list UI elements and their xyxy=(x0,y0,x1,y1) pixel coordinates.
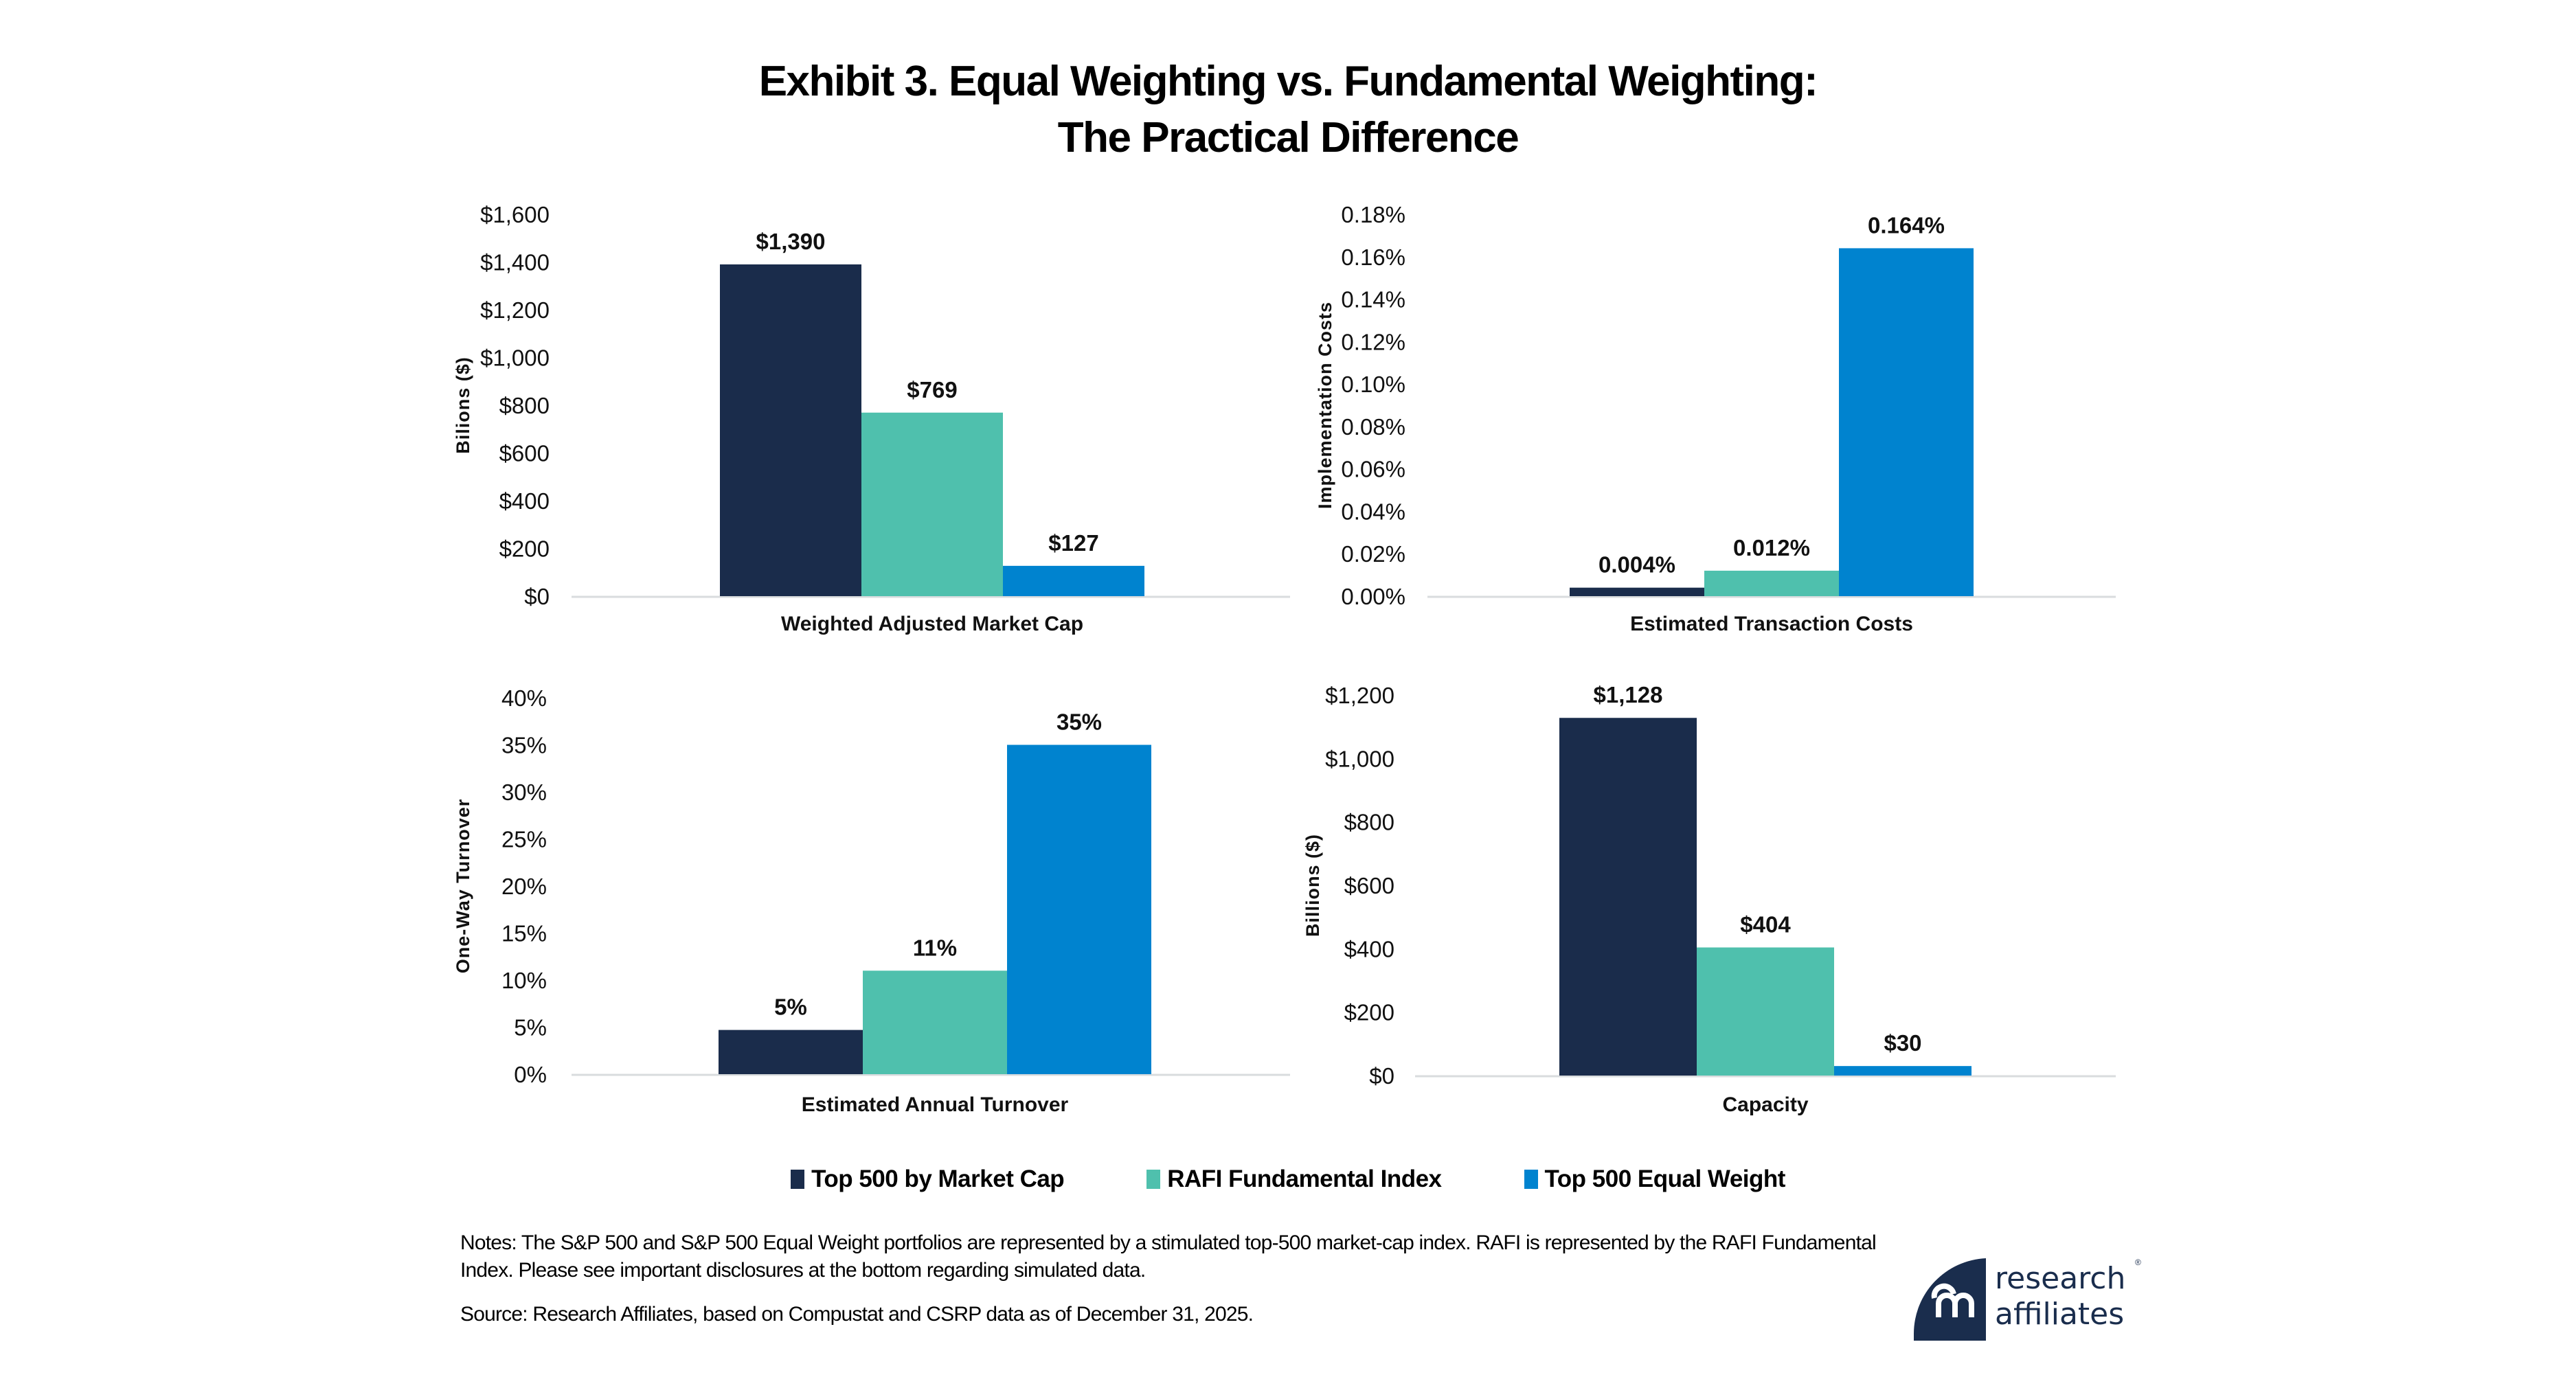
y-tick-label: 0.16% xyxy=(1341,245,1405,270)
y-axis-title: Bilions ($) xyxy=(453,356,473,454)
chart-title-line-1: Exhibit 3. Equal Weighting vs. Fundament… xyxy=(758,58,1818,105)
y-tick-label: 10% xyxy=(501,968,547,993)
bar-top-500-by-market-cap xyxy=(720,264,861,596)
footer-text: Notes: The S&P 500 and S&P 500 Equal Wei… xyxy=(460,1229,1889,1328)
y-tick-label: 0.06% xyxy=(1341,457,1405,482)
data-label-top-500-equal-weight: $127 xyxy=(1048,530,1098,556)
legend-item-equal-weight: Top 500 Equal Weight xyxy=(1524,1166,1785,1193)
y-tick-label: 0.02% xyxy=(1341,541,1405,567)
data-label-top-500-by-market-cap: 5% xyxy=(774,995,807,1020)
x-category-label: Capacity xyxy=(1722,1093,1808,1116)
y-tick-label: 5% xyxy=(514,1015,547,1041)
bar-top-500-by-market-cap xyxy=(1570,587,1704,596)
legend-label-market-cap: Top 500 by Market Cap xyxy=(811,1166,1065,1192)
data-label-rafi-fundamental-index: 0.012% xyxy=(1733,535,1810,560)
y-tick-label: 0.14% xyxy=(1341,287,1405,312)
legend-swatch-market-cap xyxy=(791,1170,805,1189)
y-tick-label: 0% xyxy=(514,1062,547,1087)
y-tick-label: $600 xyxy=(499,441,550,466)
logo-line-research: research xyxy=(1995,1261,2126,1296)
y-tick-label: $200 xyxy=(499,536,550,562)
chart-capacity: $0 $200 $400 $600 $800 $1,000 $1,200 Billions (… xyxy=(1302,682,2116,1116)
bar-top-500-equal-weight xyxy=(1839,248,1974,596)
data-label-top-500-equal-weight: 0.164% xyxy=(1868,212,1945,238)
data-label-top-500-equal-weight: $30 xyxy=(1884,1030,1921,1056)
legend-swatch-equal-weight xyxy=(1524,1170,1538,1189)
bar-top-500-equal-weight xyxy=(1003,565,1144,596)
chart-title-line-2: The Practical Difference xyxy=(1057,114,1519,161)
x-category-label: Weighted Adjusted Market Cap xyxy=(781,613,1083,635)
data-label-rafi-fundamental-index: 11% xyxy=(913,935,957,960)
chart-weighted-adjusted-market-cap: $0 $200 $400 $600 $800 $1,000 $1,200 $1,400 $1,6… xyxy=(453,202,1290,635)
data-label-top-500-by-market-cap: $1,128 xyxy=(1594,682,1663,707)
y-tick-label: 0.10% xyxy=(1341,372,1405,397)
y-tick-label: 0.04% xyxy=(1341,499,1405,524)
y-tick-label: 30% xyxy=(501,780,547,805)
chart-estimated-annual-turnover: 0% 5% 10% 15% 20% 25% 30% 35% 40% One-Way Turnove… xyxy=(453,685,1290,1116)
y-tick-label: $200 xyxy=(1344,1000,1394,1025)
legend-label-equal-weight: Top 500 Equal Weight xyxy=(1544,1166,1786,1192)
bar-top-500-equal-weight xyxy=(1834,1066,1971,1076)
data-label-rafi-fundamental-index: $769 xyxy=(907,377,957,402)
y-tick-label: 40% xyxy=(501,685,547,711)
source-text: Source: Research Affiliates, based on Co… xyxy=(460,1303,1254,1326)
y-tick-label: 25% xyxy=(501,827,547,852)
data-label-top-500-by-market-cap: 0.004% xyxy=(1598,552,1675,578)
data-label-top-500-by-market-cap: $1,390 xyxy=(756,229,826,254)
data-label-rafi-fundamental-index: $404 xyxy=(1740,911,1791,937)
y-tick-label: 0.12% xyxy=(1341,329,1405,354)
x-category-label: Estimated Transaction Costs xyxy=(1630,613,1913,635)
registered-mark: ® xyxy=(2135,1258,2141,1267)
y-tick-label: $0 xyxy=(524,584,550,609)
y-tick-label: $1,000 xyxy=(480,345,550,371)
y-tick-label: $400 xyxy=(1344,936,1394,962)
y-tick-label: 0.00% xyxy=(1341,584,1405,609)
logo-line-affiliates: affiliates xyxy=(1995,1297,2125,1332)
bar-rafi-fundamental-index xyxy=(1704,570,1839,596)
y-axis-title: One-Way Turnover xyxy=(453,799,473,974)
y-tick-label: $400 xyxy=(499,488,550,514)
data-label-top-500-equal-weight: 35% xyxy=(1057,709,1102,735)
y-tick-label: 0.18% xyxy=(1341,202,1405,227)
y-tick-label: 15% xyxy=(501,921,547,946)
y-tick-label: $600 xyxy=(1344,873,1394,898)
chart-estimated-transaction-costs: 0.00% 0.02% 0.04% 0.06% 0.08% 0.10% 0.12% 0.14%… xyxy=(1315,202,2116,635)
logo-text: research affiliates xyxy=(1995,1261,2125,1332)
bar-top-500-by-market-cap xyxy=(1559,718,1697,1076)
bar-rafi-fundamental-index xyxy=(1697,947,1834,1076)
y-tick-label: 20% xyxy=(501,874,547,899)
y-tick-label: $1,000 xyxy=(1325,746,1394,771)
y-tick-label: $1,400 xyxy=(480,250,550,275)
legend-item-rafi: RAFI Fundamental Index xyxy=(1146,1166,1442,1193)
y-tick-label: 0.08% xyxy=(1341,414,1405,440)
bar-rafi-fundamental-index xyxy=(861,412,1003,596)
logo-mark-icon xyxy=(1914,1258,1986,1341)
legend-item-market-cap: Top 500 by Market Cap xyxy=(791,1166,1065,1193)
y-tick-label: $1,200 xyxy=(1325,683,1394,708)
y-tick-label: $1,200 xyxy=(480,297,550,323)
x-category-label: Estimated Annual Turnover xyxy=(802,1093,1069,1116)
bar-top-500-equal-weight xyxy=(1007,745,1151,1074)
y-tick-label: $1,600 xyxy=(480,202,550,227)
legend-label-rafi: RAFI Fundamental Index xyxy=(1167,1166,1442,1192)
research-affiliates-logo: research affiliates ® xyxy=(1914,1258,2147,1348)
y-axis-title: Implementation Costs xyxy=(1315,302,1335,509)
bar-rafi-fundamental-index xyxy=(863,970,1007,1074)
legend: Top 500 by Market Cap RAFI Fundamental I… xyxy=(0,1166,2576,1193)
notes-text: Notes: The S&P 500 and S&P 500 Equal Wei… xyxy=(460,1231,1877,1282)
y-tick-label: $0 xyxy=(1369,1063,1394,1089)
bar-top-500-by-market-cap xyxy=(719,1030,863,1074)
y-tick-label: $800 xyxy=(1344,810,1394,835)
legend-swatch-rafi xyxy=(1146,1170,1161,1189)
y-tick-label: 35% xyxy=(501,733,547,758)
y-tick-label: $800 xyxy=(499,393,550,418)
y-axis-title: Billions ($) xyxy=(1302,834,1323,937)
